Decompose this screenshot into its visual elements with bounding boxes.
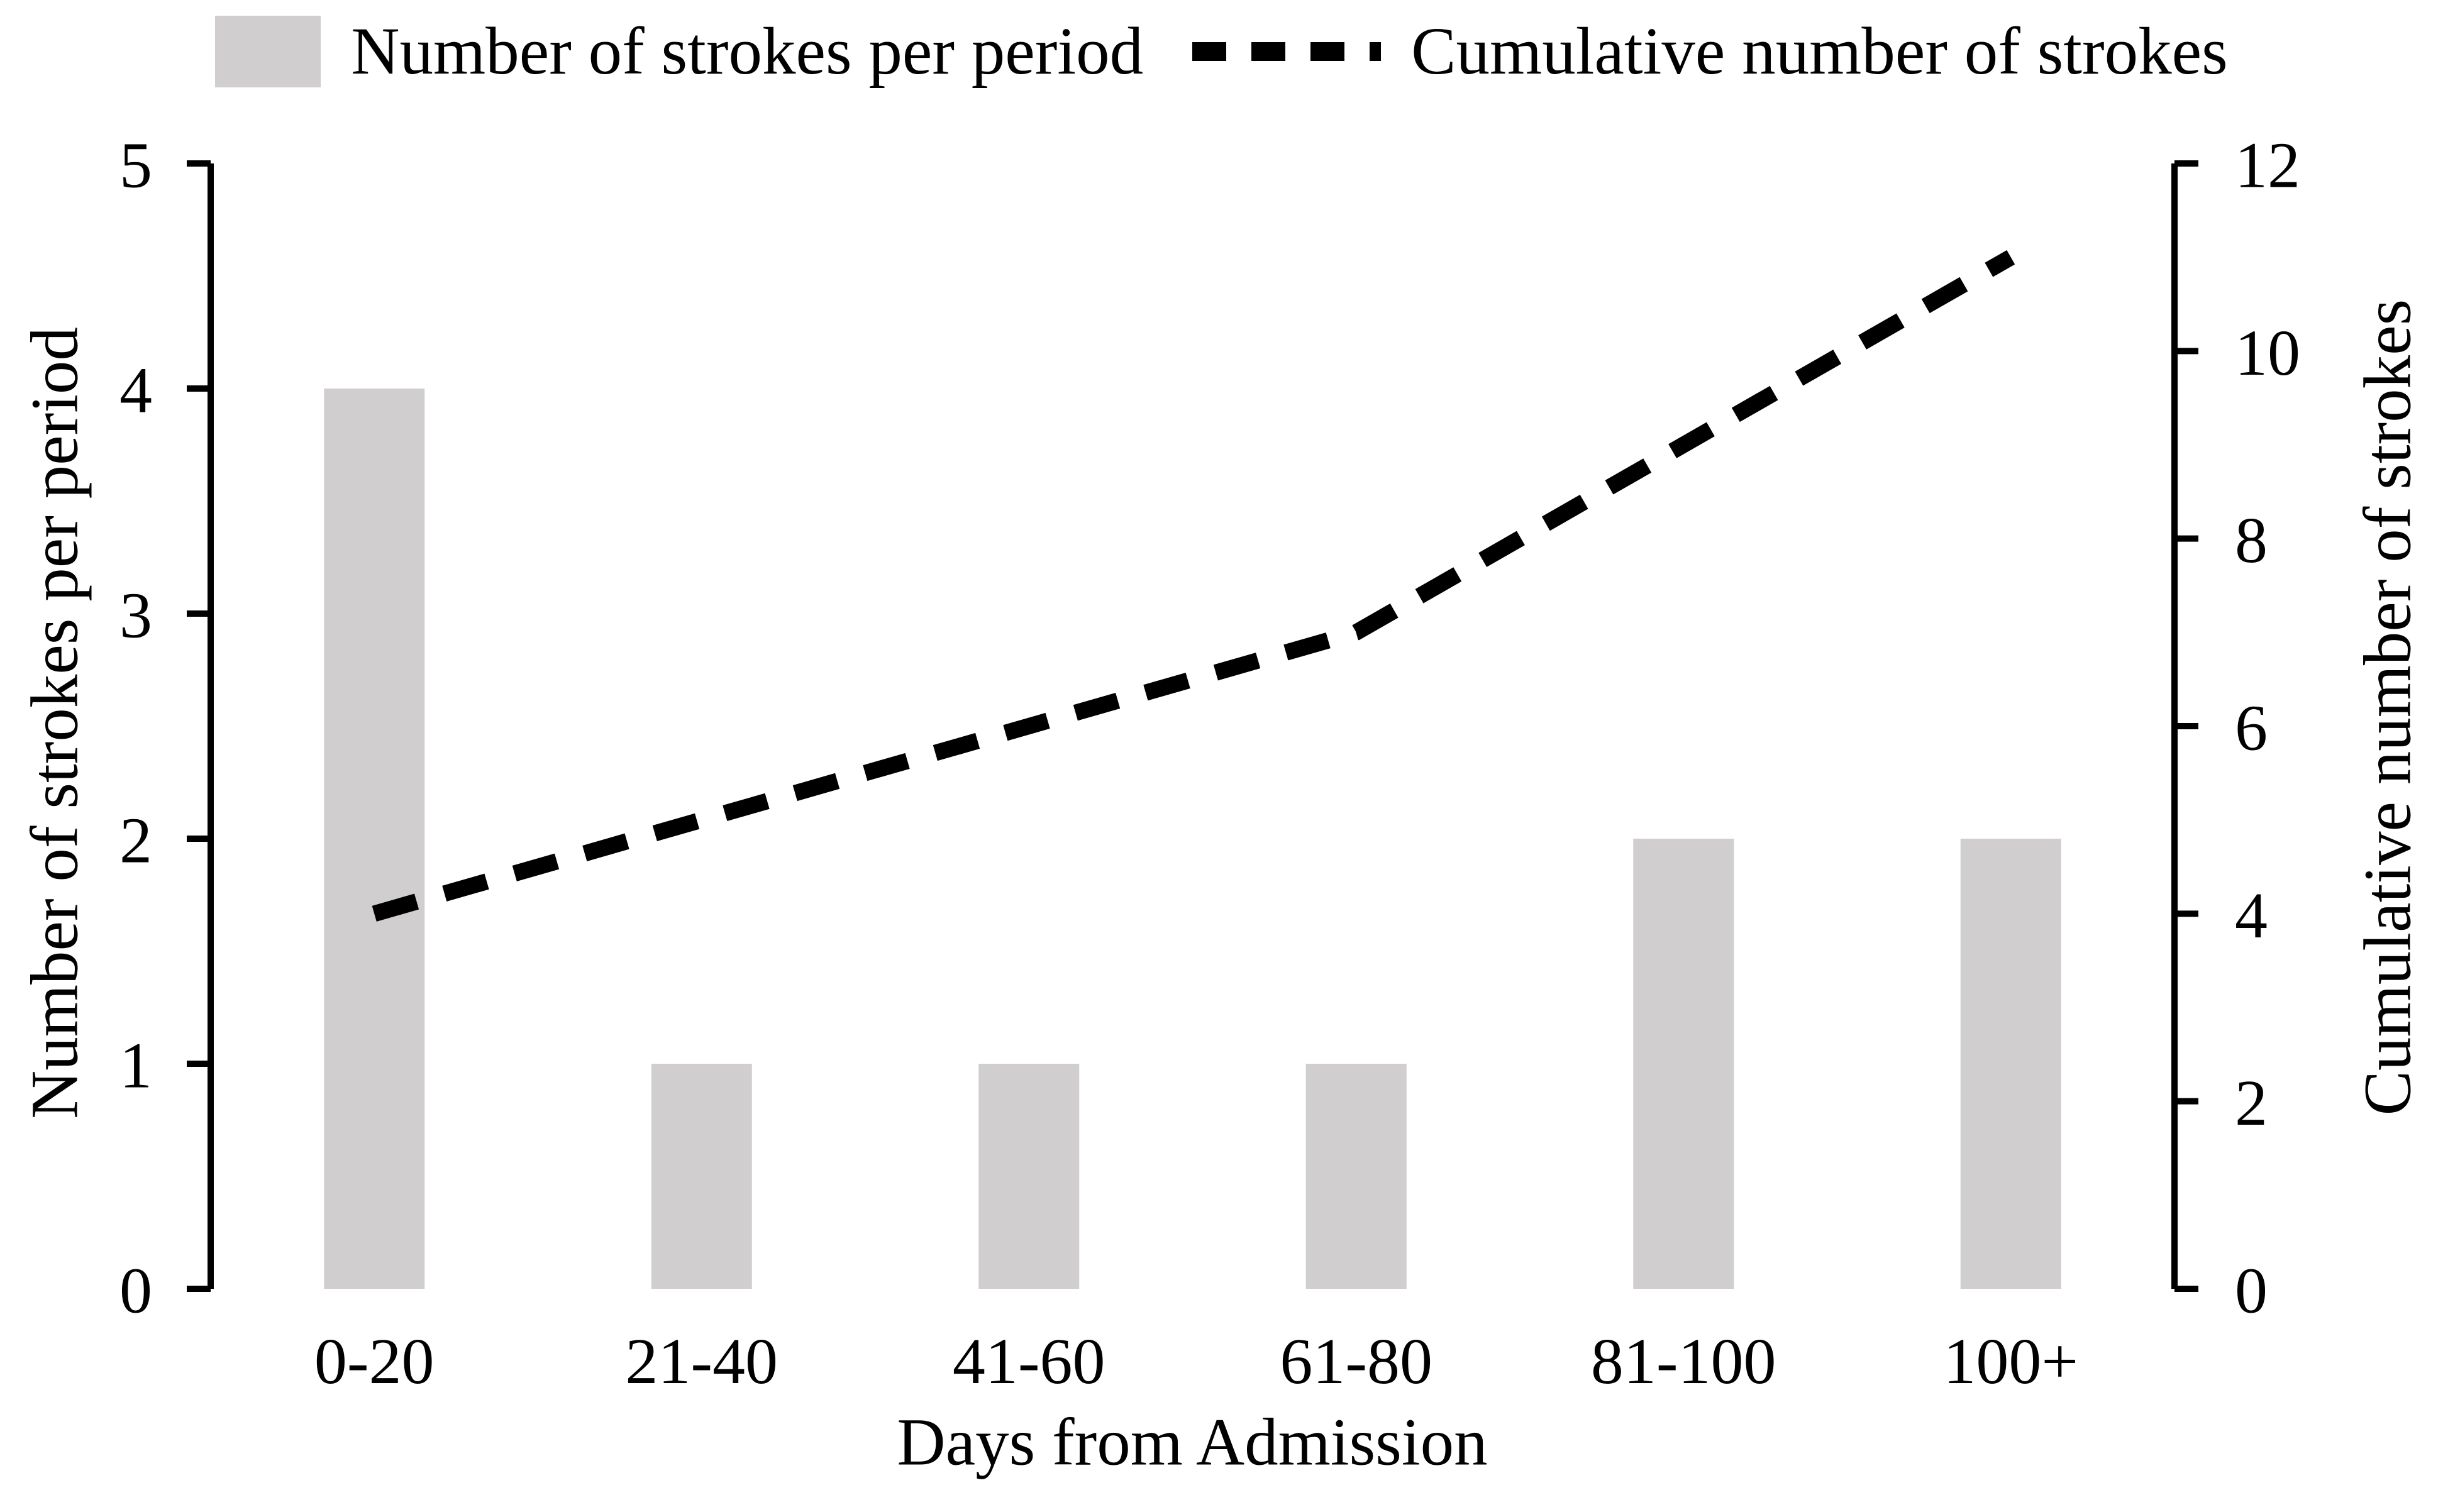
left-axis-tick-label: 1 bbox=[119, 1029, 152, 1101]
x-tick-label: 100+ bbox=[1943, 1325, 2078, 1398]
left-axis-tick-label: 2 bbox=[119, 804, 152, 876]
right-axis-tick-label: 12 bbox=[2235, 129, 2300, 201]
right-axis-tick-label: 4 bbox=[2235, 880, 2268, 952]
legend-item-line: Cumulative number of strokes bbox=[1192, 11, 2228, 92]
right-axis-tick-label: 8 bbox=[2235, 504, 2268, 577]
bar-61-80 bbox=[1305, 1064, 1407, 1289]
x-tick-label: 81-100 bbox=[1591, 1325, 1776, 1398]
legend-item-bars: Number of strokes per period bbox=[215, 11, 1143, 92]
right-axis-tick-label: 10 bbox=[2235, 317, 2300, 389]
legend-label-bars: Number of strokes per period bbox=[351, 14, 1144, 89]
x-tick-label: 61-80 bbox=[1280, 1325, 1432, 1398]
bar-0-20 bbox=[324, 389, 425, 1289]
right-axis-tick-label: 0 bbox=[2235, 1254, 2268, 1327]
bar-swatch-icon bbox=[215, 16, 321, 88]
x-tick-label: 21-40 bbox=[625, 1325, 778, 1398]
bar-41-60 bbox=[978, 1064, 1080, 1289]
left-axis-tick-label: 0 bbox=[119, 1254, 152, 1327]
left-axis-tick-label: 4 bbox=[119, 354, 152, 426]
right-axis-tick-label: 2 bbox=[2235, 1067, 2268, 1139]
x-axis-title: Days from Admission bbox=[897, 1405, 1488, 1480]
legend-label-line: Cumulative number of strokes bbox=[1411, 14, 2228, 89]
chart-legend: Number of strokes per period Cumulative … bbox=[0, 11, 2443, 92]
cumulative-line bbox=[372, 250, 2015, 922]
left-axis-tick-label: 3 bbox=[119, 579, 152, 651]
right-axis-tick-label: 6 bbox=[2235, 692, 2268, 764]
bar-21-40 bbox=[651, 1064, 752, 1289]
bar-100+ bbox=[1960, 839, 2061, 1289]
left-axis-tick-label: 5 bbox=[119, 129, 152, 201]
dashed-line-swatch-icon bbox=[1192, 42, 1382, 62]
bar-81-100 bbox=[1633, 839, 1734, 1289]
x-tick-label: 41-60 bbox=[953, 1325, 1105, 1398]
x-tick-label: 0-20 bbox=[314, 1325, 435, 1398]
